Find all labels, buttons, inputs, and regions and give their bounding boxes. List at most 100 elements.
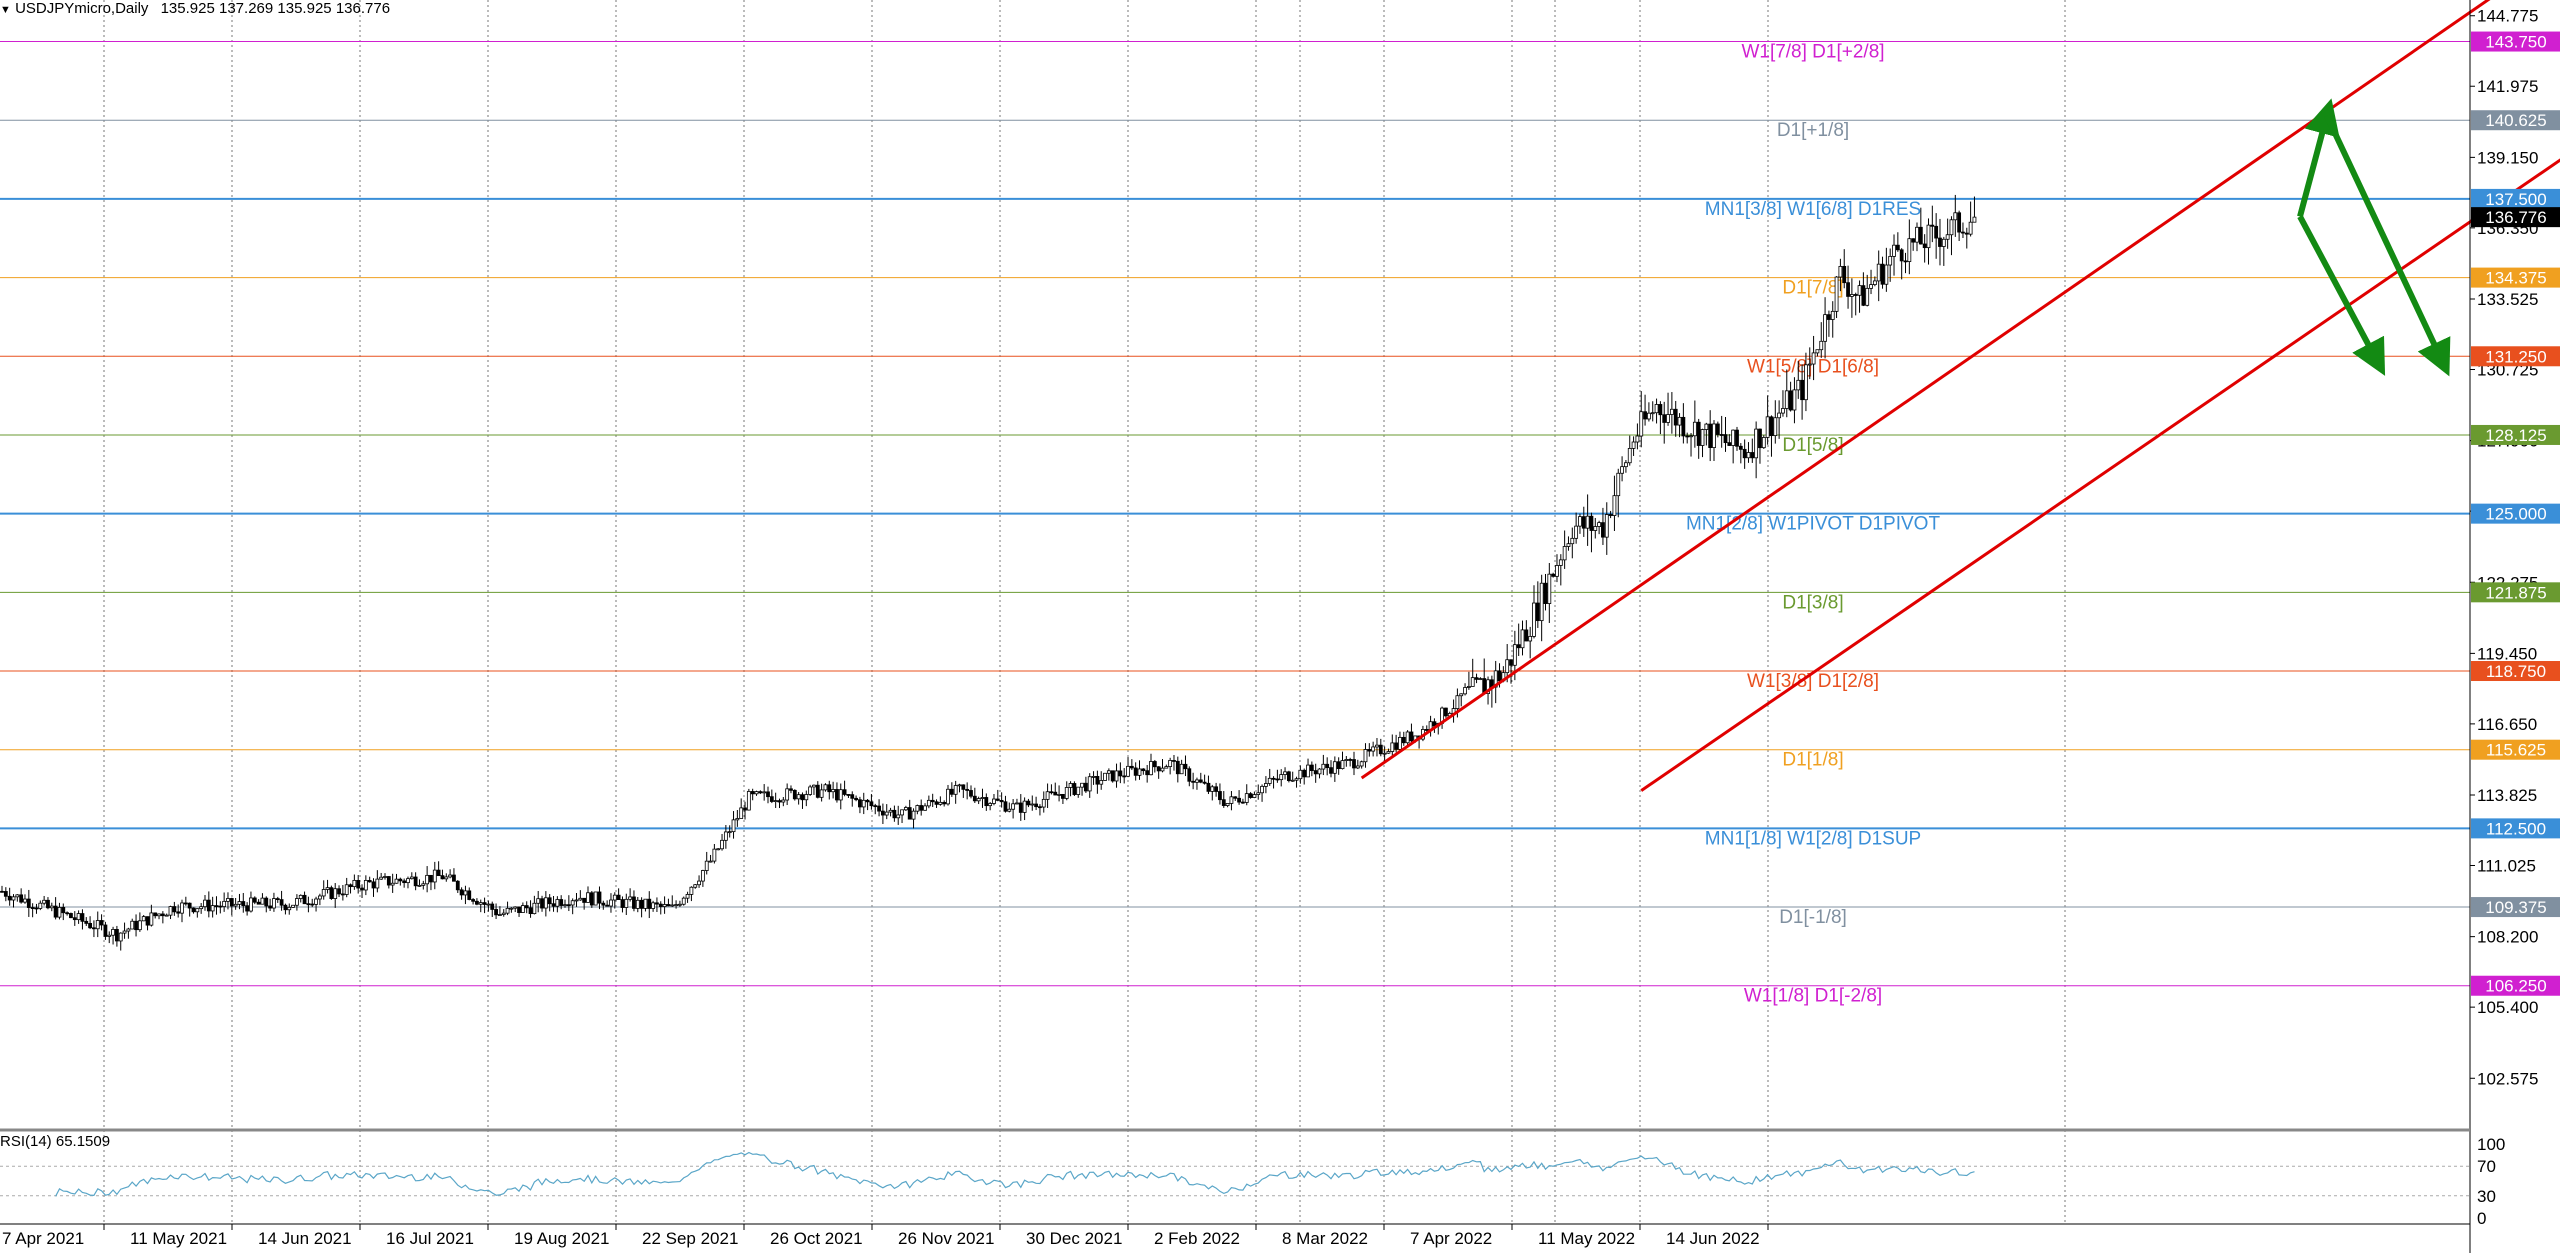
candle-body [252, 897, 257, 903]
candle-body [1589, 515, 1594, 531]
price-level-tag-label: 125.000 [2485, 505, 2546, 524]
candle-body [536, 898, 541, 904]
candle-body [1095, 775, 1100, 785]
murrey-level-label: W1[3/8] D1[2/8] [1747, 671, 1879, 692]
candle-body [30, 907, 35, 909]
candle-body [1953, 212, 1958, 221]
candle-body [164, 914, 169, 917]
candle-body [1574, 525, 1579, 539]
candle-body [1735, 429, 1739, 447]
candle-body [1459, 693, 1464, 697]
low-value: 135.925 [277, 0, 332, 17]
candle-body [819, 789, 824, 798]
price-level-tag [2471, 897, 2560, 918]
candle-body [1241, 801, 1245, 804]
candle-body [601, 902, 606, 906]
candle-body [681, 897, 686, 905]
candle-body [1233, 796, 1238, 799]
candle-body [1758, 428, 1762, 449]
candle-body [1068, 783, 1073, 788]
candle-body [49, 905, 54, 909]
candle-body [1754, 428, 1759, 459]
candle-body [42, 899, 47, 904]
candle-body [452, 874, 456, 882]
candle-body [1332, 761, 1337, 774]
candle-body [425, 874, 430, 885]
candle-body [624, 898, 629, 908]
candle-body [92, 927, 96, 930]
candle-body [390, 882, 395, 886]
candle-body [256, 901, 261, 905]
candle-body [344, 884, 349, 895]
candle-body [1853, 294, 1858, 296]
candle-body [229, 898, 234, 907]
candle-body [417, 884, 422, 887]
candle-body [183, 902, 188, 905]
collapse-caret-icon[interactable]: ▼ [0, 4, 11, 16]
price-level-tag [2471, 110, 2560, 131]
candle-body [329, 887, 334, 899]
candle-body [1206, 782, 1211, 792]
candle-body [888, 809, 893, 813]
candle-body [494, 909, 498, 916]
channel-lower-line [1640, 158, 2560, 792]
candle-body [160, 913, 165, 917]
candle-body [1409, 731, 1414, 742]
candle-body [1643, 411, 1647, 420]
candle-body [1164, 766, 1169, 769]
candle-body [1788, 390, 1793, 411]
candle-body [0, 890, 4, 893]
candle-body [65, 912, 70, 915]
open-value: 135.925 [160, 0, 215, 17]
candle-body [1585, 515, 1590, 529]
candle-body [337, 888, 341, 895]
candle-body [1941, 238, 1946, 247]
candle-body [118, 932, 123, 942]
candle-body [222, 900, 227, 907]
candle-body [1011, 803, 1016, 810]
candle-body [283, 904, 288, 911]
candle-body [674, 904, 678, 906]
candle-body [1340, 760, 1345, 770]
forecast-arrow-down-2 [2324, 114, 2451, 377]
candle-body [394, 878, 399, 884]
candle-body [7, 895, 12, 901]
candle-body [1593, 526, 1598, 531]
candle-body [896, 814, 901, 819]
candle-body [3, 891, 8, 897]
candle-body [402, 880, 407, 884]
candle-body [1444, 707, 1448, 717]
time-label: 26 Nov 2021 [898, 1229, 994, 1248]
candle-body [846, 794, 851, 796]
candle-body [1359, 761, 1364, 767]
candle-body [808, 786, 813, 795]
candle-body [1742, 448, 1747, 459]
candle-body [1336, 761, 1341, 770]
candle-body [1708, 423, 1713, 448]
candle-body [1639, 411, 1644, 437]
candle-body [1106, 770, 1111, 774]
candle-body [233, 903, 238, 907]
candle-body [1382, 752, 1387, 755]
candle-body [612, 894, 617, 901]
candle-body [938, 801, 943, 805]
candle-body [984, 797, 989, 807]
candle-body [1114, 770, 1119, 782]
candle-body [1386, 751, 1391, 754]
candle-body [570, 900, 575, 906]
candle-body [245, 905, 250, 912]
candle-body [1398, 736, 1402, 750]
candle-body [1516, 644, 1521, 649]
murrey-level-label: W1[5/8] D1[6/8] [1747, 356, 1879, 377]
candle-body [685, 894, 690, 899]
candle-body [655, 902, 659, 905]
candle-body [1915, 226, 1919, 243]
candle-body [632, 896, 636, 909]
candle-body [195, 908, 200, 913]
candle-body [785, 788, 790, 801]
candle-body [61, 907, 66, 914]
candle-body [727, 831, 732, 834]
time-label: 14 Jun 2021 [258, 1229, 352, 1248]
candle-body [1214, 786, 1219, 792]
